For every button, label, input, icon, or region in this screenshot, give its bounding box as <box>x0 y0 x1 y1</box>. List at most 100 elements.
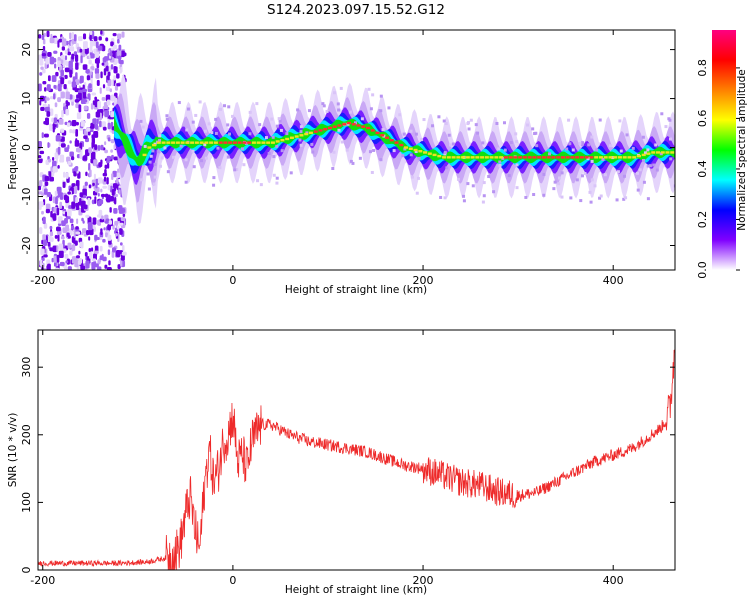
noise-cell <box>118 55 121 63</box>
halo-cell <box>445 166 449 170</box>
ridge-core <box>142 153 147 157</box>
halo-cell <box>165 117 169 121</box>
noise-cell <box>60 128 65 133</box>
noise-cell <box>46 30 50 38</box>
halo-cell <box>360 117 364 121</box>
noise-cell <box>106 266 112 270</box>
halo-cell <box>580 174 584 178</box>
noise-cell <box>60 236 65 240</box>
noise-cell <box>115 249 121 258</box>
noise-cell <box>38 201 44 207</box>
figure-title: S124.2023.097.15.52.G12 <box>267 2 445 18</box>
noise-cell <box>41 34 45 40</box>
halo-cell <box>203 143 207 147</box>
noise-cell <box>42 45 46 51</box>
halo-cell <box>156 150 160 154</box>
noise-cell <box>114 92 118 97</box>
noise-cell <box>85 214 90 218</box>
halo-cell <box>207 122 211 126</box>
spectrogram-ytick-label: -10 <box>20 188 33 206</box>
spectrogram-xtick-label: 0 <box>229 274 236 287</box>
noise-cell <box>89 40 94 47</box>
noise-cell <box>42 234 46 241</box>
noise-cell <box>44 181 49 186</box>
ridge-core <box>308 131 313 135</box>
noise-cell <box>102 185 108 189</box>
ridge-core <box>147 146 152 149</box>
halo-cell <box>339 86 343 90</box>
noise-cell <box>107 49 111 53</box>
noise-cell <box>85 69 90 74</box>
ridge-core <box>584 156 589 159</box>
noise-cell <box>64 49 68 55</box>
noise-cell <box>64 74 68 80</box>
halo-cell <box>299 125 303 129</box>
ridge-core <box>465 156 470 159</box>
noise-cell <box>65 224 70 232</box>
noise-cell <box>71 81 77 88</box>
ridge-core <box>394 141 399 144</box>
noise-cell <box>65 196 70 203</box>
halo-cell <box>345 148 349 152</box>
halo-cell <box>349 159 353 163</box>
spectrogram-panel: -200 0 200 400 -20 -10 0 10 20 Height of straigh… <box>7 29 676 296</box>
halo-cell <box>248 110 252 114</box>
halo-cell <box>646 164 650 168</box>
noise-cell <box>69 46 75 52</box>
noise-cell <box>41 53 47 57</box>
noise-cell <box>83 41 88 50</box>
halo-cell <box>622 197 626 201</box>
noise-cell <box>97 266 102 270</box>
halo-cell <box>379 158 383 162</box>
noise-cell <box>116 172 121 179</box>
halo-cell <box>255 102 259 106</box>
noise-cell <box>112 170 117 178</box>
noise-cell <box>49 225 53 230</box>
halo-cell <box>299 130 303 134</box>
snr-xlabel: Height of straight line (km) <box>285 584 427 596</box>
noise-cell <box>119 228 123 235</box>
noise-cell <box>67 191 71 195</box>
halo-cell <box>414 150 418 154</box>
noise-cell <box>65 91 70 100</box>
ridge-core <box>337 124 342 127</box>
noise-cell <box>74 139 80 147</box>
noise-cell <box>87 222 93 231</box>
halo-cell <box>553 180 557 184</box>
noise-cell <box>81 217 84 222</box>
halo-cell <box>219 107 223 111</box>
halo-cell <box>351 161 355 165</box>
ridge-core <box>204 141 209 144</box>
ridge-core <box>332 125 337 128</box>
noise-cell <box>54 235 58 239</box>
noise-cell <box>90 53 95 59</box>
halo-cell <box>448 143 452 147</box>
ridge-core <box>375 131 380 135</box>
noise-cell <box>88 236 91 241</box>
noise-cell <box>76 94 80 99</box>
noise-cell <box>96 79 100 86</box>
noise-cell <box>73 186 78 194</box>
noise-cell <box>50 237 54 243</box>
noise-cell <box>64 55 68 61</box>
ridge-core <box>299 134 304 137</box>
noise-cell <box>59 201 63 210</box>
halo-cell <box>631 146 635 150</box>
halo-cell <box>503 148 507 152</box>
halo-cell <box>402 132 406 136</box>
halo-cell <box>482 181 486 185</box>
noise-cell <box>77 260 82 265</box>
noise-cell <box>80 265 86 270</box>
ridge-core <box>366 126 371 130</box>
noise-cell <box>91 258 97 262</box>
halo-cell <box>603 173 607 177</box>
halo-cell <box>270 117 274 121</box>
noise-cell <box>107 137 111 142</box>
halo-cell <box>507 174 511 178</box>
noise-cell <box>53 84 57 89</box>
noise-cell <box>91 92 97 96</box>
noise-cell <box>94 68 100 74</box>
halo-cell <box>552 187 556 191</box>
noise-cell <box>84 251 88 257</box>
halo-cell <box>601 157 605 161</box>
